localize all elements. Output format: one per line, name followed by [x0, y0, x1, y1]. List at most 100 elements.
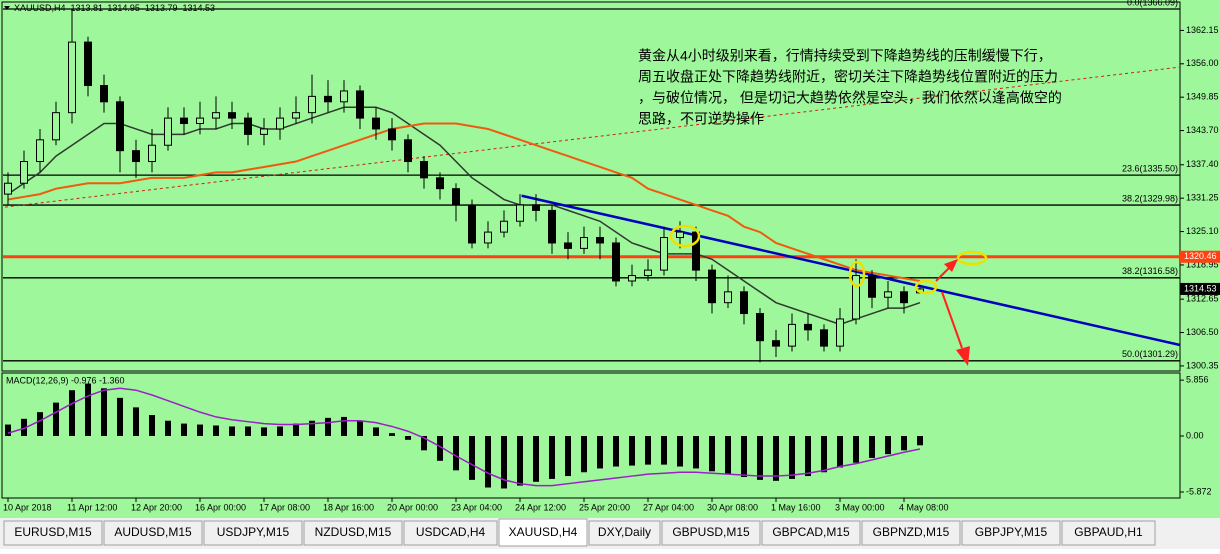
candle-body: [612, 242, 620, 282]
tab-label[interactable]: DXY,Daily: [598, 525, 651, 539]
x-tick-label: 25 Apr 20:00: [579, 502, 630, 512]
candle-body: [260, 128, 268, 135]
macd-bar: [709, 436, 715, 472]
resistance-price-box: [1180, 250, 1220, 263]
tab[interactable]: [203, 520, 303, 546]
macd-bar: [853, 436, 859, 463]
tab[interactable]: [3, 520, 103, 546]
y-tick-label: 1343.70: [1186, 125, 1219, 135]
candle-body: [148, 144, 156, 163]
trendline: [4, 66, 1181, 208]
macd-bar: [229, 426, 235, 436]
candle-body: [756, 313, 764, 342]
tab[interactable]: [103, 520, 203, 546]
tab[interactable]: [403, 520, 498, 546]
candle-body: [388, 128, 396, 141]
tab-label[interactable]: USDJPY,M15: [217, 525, 290, 539]
fib-label: 38.2(1329.98): [1122, 193, 1178, 203]
macd-bar: [101, 388, 107, 436]
macd-bar: [565, 436, 571, 477]
macd-bar: [405, 436, 411, 440]
candle-body: [468, 204, 476, 244]
moving-average: [7, 106, 921, 326]
tab-label[interactable]: AUDUSD,M15: [114, 525, 192, 539]
current-price: 1314.53: [1184, 283, 1217, 293]
macd-bar: [533, 436, 539, 482]
tab-label[interactable]: GBPNZD,M15: [873, 525, 950, 539]
y-tick-label: 1356.00: [1186, 58, 1219, 68]
menu-arrow[interactable]: [4, 6, 10, 10]
fib-label: 50.0(1301.29): [1122, 349, 1178, 359]
candle-body: [436, 177, 444, 190]
macd-bar: [309, 420, 315, 436]
candle-body: [596, 237, 604, 244]
tab-label[interactable]: GBPUSD,M15: [672, 525, 750, 539]
candle-body: [292, 112, 300, 119]
header-value: 1314.53: [182, 3, 215, 13]
tab[interactable]: [588, 520, 661, 546]
candle-body: [52, 112, 60, 141]
candle-body: [532, 204, 540, 211]
header-value: 1313.79: [145, 3, 178, 13]
candle-body: [68, 41, 76, 114]
macd-title: MACD(12,26,9) -0.976 -1.360: [6, 375, 125, 385]
macd-bar: [837, 436, 843, 468]
x-tick-label: 24 Apr 12:00: [515, 502, 566, 512]
y-tick-label: 1300.35: [1186, 360, 1219, 370]
tab[interactable]: [761, 520, 861, 546]
tab-label[interactable]: GBPAUD,H1: [1074, 525, 1143, 539]
candle-body: [500, 220, 508, 233]
candle-body: [804, 323, 812, 331]
macd-bar: [277, 426, 283, 436]
macd-bar: [341, 416, 347, 436]
y-tick-label: 1306.50: [1186, 327, 1219, 337]
macd-bar: [117, 397, 123, 436]
y-tick-label: 1349.85: [1186, 92, 1219, 102]
macd-bar: [725, 436, 731, 475]
tab-label[interactable]: USDCAD,H4: [416, 525, 486, 539]
tab[interactable]: [661, 520, 761, 546]
arrow-head: [944, 259, 958, 272]
macd-bar: [453, 436, 459, 471]
tab[interactable]: [1061, 520, 1156, 546]
macd-bar: [917, 436, 923, 446]
macd-bar: [789, 436, 795, 479]
macd-bar: [245, 426, 251, 436]
highlight-ellipse: [848, 260, 866, 288]
candle-body: [100, 85, 108, 103]
y-tick-label: 1318.95: [1186, 259, 1219, 269]
macd-bar: [37, 412, 43, 436]
candle-body: [580, 237, 588, 249]
fib-label: 23.6(1335.50): [1122, 163, 1178, 173]
x-tick-label: 10 Apr 2018: [3, 502, 52, 512]
tab-label[interactable]: GBPJPY,M15: [975, 525, 1048, 539]
macd-bar: [661, 436, 667, 465]
candle-body: [692, 231, 700, 271]
x-tick-label: 27 Apr 04:00: [643, 502, 694, 512]
tab-label[interactable]: NZDUSD,M15: [315, 525, 392, 539]
macd-bar: [213, 425, 219, 436]
tab[interactable]: [498, 518, 588, 547]
highlight-ellipse: [914, 279, 938, 295]
x-tick-label: 20 Apr 00:00: [387, 502, 438, 512]
tab[interactable]: [861, 520, 961, 546]
tab[interactable]: [961, 520, 1061, 546]
macd-bar: [517, 436, 523, 486]
tab[interactable]: [303, 520, 403, 546]
macd-bar: [677, 436, 683, 467]
candle-body: [884, 291, 892, 298]
analysis-note: ，与破位情况， 但是切记大趋势依然是空头，我们依然以逢高做空的: [638, 90, 1062, 106]
macd-bar: [293, 423, 299, 436]
x-tick-label: 11 Apr 12:00: [67, 502, 117, 512]
macd-bar: [773, 436, 779, 481]
x-tick-label: 1 May 16:00: [771, 502, 821, 512]
tab-label[interactable]: EURUSD,M15: [14, 525, 92, 539]
x-tick-label: 3 May 00:00: [835, 502, 885, 512]
macd-bar: [261, 427, 267, 436]
macd-bar: [469, 436, 475, 480]
macd-bar: [21, 418, 27, 436]
tab-label[interactable]: XAUUSD,H4: [509, 525, 578, 539]
macd-bar: [357, 420, 363, 436]
tab-label[interactable]: GBPCAD,M15: [772, 525, 850, 539]
macd-bar: [821, 436, 827, 473]
